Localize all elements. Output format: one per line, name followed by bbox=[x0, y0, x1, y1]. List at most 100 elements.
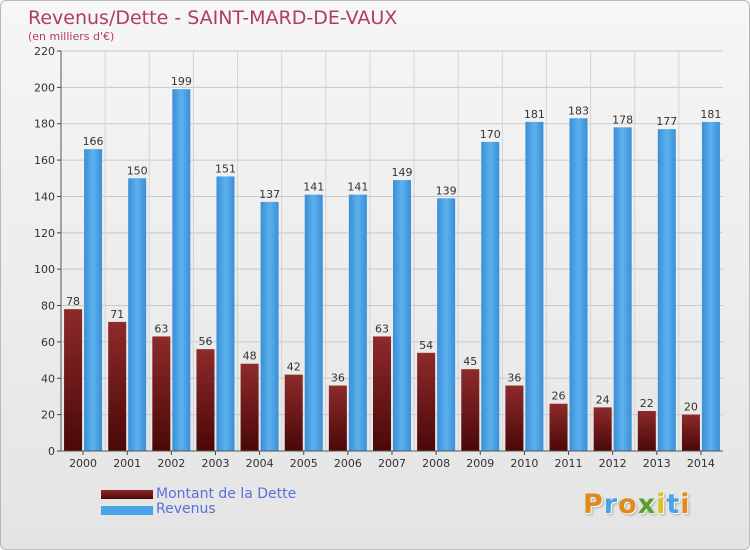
y-tick-label: 180 bbox=[34, 118, 55, 131]
y-tick-label: 40 bbox=[41, 372, 55, 385]
bar-revenus bbox=[657, 129, 676, 451]
x-tick-label: 2003 bbox=[201, 457, 229, 470]
y-tick-label: 160 bbox=[34, 154, 55, 167]
legend-label-dette: Montant de la Dette bbox=[156, 486, 297, 502]
bar-revenus bbox=[260, 201, 279, 451]
bar-dette bbox=[64, 309, 83, 451]
bar-revenus bbox=[172, 89, 191, 451]
legend-swatch-dette bbox=[101, 490, 153, 499]
bar-dette bbox=[328, 385, 347, 451]
data-label-dette: 56 bbox=[198, 335, 212, 348]
bar-dette bbox=[284, 374, 303, 451]
data-label-revenus: 141 bbox=[347, 181, 368, 194]
bar-dette bbox=[593, 407, 612, 451]
data-label-dette: 71 bbox=[110, 308, 124, 321]
data-label-revenus: 181 bbox=[700, 108, 721, 121]
bar-revenus bbox=[84, 149, 103, 451]
proxiti-logo: Proxiti bbox=[583, 489, 691, 520]
bar-revenus bbox=[525, 121, 544, 451]
data-labels: 78 166 71 150 63 199 56 151 48 137 42 141 36 141 63 149… bbox=[66, 75, 721, 413]
grid-lines bbox=[61, 50, 723, 451]
data-label-dette: 48 bbox=[243, 350, 257, 363]
y-tick-label: 120 bbox=[34, 227, 55, 240]
data-label-dette: 45 bbox=[463, 355, 477, 368]
data-label-revenus: 151 bbox=[215, 162, 236, 175]
data-label-dette: 63 bbox=[375, 322, 389, 335]
x-tick-label: 2009 bbox=[466, 457, 494, 470]
bar-revenus bbox=[701, 121, 720, 451]
logo-letter: i bbox=[656, 489, 667, 520]
legend-label-revenus: Revenus bbox=[156, 501, 216, 517]
y-tick-label: 220 bbox=[34, 45, 55, 58]
bar-dette bbox=[152, 336, 171, 451]
bar-dette bbox=[461, 369, 480, 451]
bar-dette bbox=[373, 336, 391, 451]
data-label-dette: 36 bbox=[331, 372, 345, 385]
x-tick-label: 2010 bbox=[510, 457, 538, 470]
bar-dette bbox=[196, 349, 215, 451]
x-tick-label: 2014 bbox=[687, 457, 715, 470]
bars bbox=[64, 89, 720, 452]
y-tick-label: 100 bbox=[34, 263, 55, 276]
data-label-revenus: 170 bbox=[480, 128, 501, 141]
bar-dette bbox=[549, 403, 568, 451]
x-tick-label: 2012 bbox=[599, 457, 627, 470]
bar-revenus bbox=[304, 194, 323, 452]
data-label-dette: 24 bbox=[596, 393, 610, 406]
x-tick-label: 2007 bbox=[378, 457, 406, 470]
axes: 0 20 40 60 80 100 120 140 160 180 2002 20 2000 2001 20… bbox=[34, 45, 723, 470]
x-tick-label: 2013 bbox=[643, 457, 671, 470]
x-tick-label: 2011 bbox=[555, 457, 583, 470]
data-label-revenus: 199 bbox=[171, 75, 192, 88]
y-tick-label: 20 bbox=[41, 409, 55, 422]
bar-revenus bbox=[348, 194, 367, 452]
logo-letter: o bbox=[618, 489, 638, 520]
data-label-revenus: 149 bbox=[392, 166, 413, 179]
bar-revenus bbox=[613, 127, 632, 451]
data-label-revenus: 181 bbox=[524, 108, 545, 121]
y-tick-label: 0 bbox=[48, 445, 55, 458]
data-label-revenus: 137 bbox=[259, 188, 280, 201]
chart-title: Revenus/Dette - SAINT-MARD-DE-VAUX bbox=[28, 7, 398, 29]
data-label-dette: 22 bbox=[640, 397, 654, 410]
bar-dette bbox=[681, 414, 700, 451]
legend-swatch-revenus bbox=[101, 506, 153, 515]
logo-letter: P bbox=[583, 489, 604, 520]
bar-dette bbox=[240, 363, 259, 451]
data-label-revenus: 166 bbox=[83, 135, 104, 148]
bar-revenus bbox=[569, 118, 588, 451]
y-tick-label: 80 bbox=[41, 300, 55, 313]
chart-subtitle: (en milliers d'€) bbox=[28, 30, 115, 43]
data-label-dette: 42 bbox=[287, 361, 301, 374]
data-label-dette: 63 bbox=[154, 322, 168, 335]
bar-dette bbox=[505, 385, 524, 451]
bar-dette bbox=[108, 321, 127, 451]
y-tick-label: 60 bbox=[41, 336, 55, 349]
x-tick-label: 2005 bbox=[290, 457, 318, 470]
data-label-dette: 78 bbox=[66, 295, 80, 308]
bar-revenus bbox=[437, 198, 456, 451]
data-label-revenus: 139 bbox=[436, 184, 457, 197]
data-label-dette: 20 bbox=[684, 401, 698, 414]
x-tick-label: 2004 bbox=[246, 457, 274, 470]
data-label-revenus: 141 bbox=[303, 181, 324, 194]
x-tick-label: 2008 bbox=[422, 457, 450, 470]
data-label-revenus: 178 bbox=[612, 113, 633, 126]
bar-revenus bbox=[481, 141, 500, 451]
data-label-revenus: 177 bbox=[656, 115, 677, 128]
x-tick-label: 2006 bbox=[334, 457, 362, 470]
logo-letter: t bbox=[666, 489, 681, 520]
bar-revenus bbox=[216, 176, 235, 452]
data-label-revenus: 150 bbox=[127, 164, 148, 177]
x-tick-label: 2002 bbox=[157, 457, 185, 470]
x-tick-label: 2001 bbox=[113, 457, 141, 470]
bar-dette bbox=[417, 352, 436, 451]
bar-revenus bbox=[128, 178, 147, 452]
data-label-dette: 54 bbox=[419, 339, 433, 352]
y-tick-label: 140 bbox=[34, 190, 55, 203]
logo-letter: i bbox=[680, 489, 691, 520]
bar-revenus bbox=[393, 180, 411, 451]
x-tick-label: 2000 bbox=[69, 457, 97, 470]
